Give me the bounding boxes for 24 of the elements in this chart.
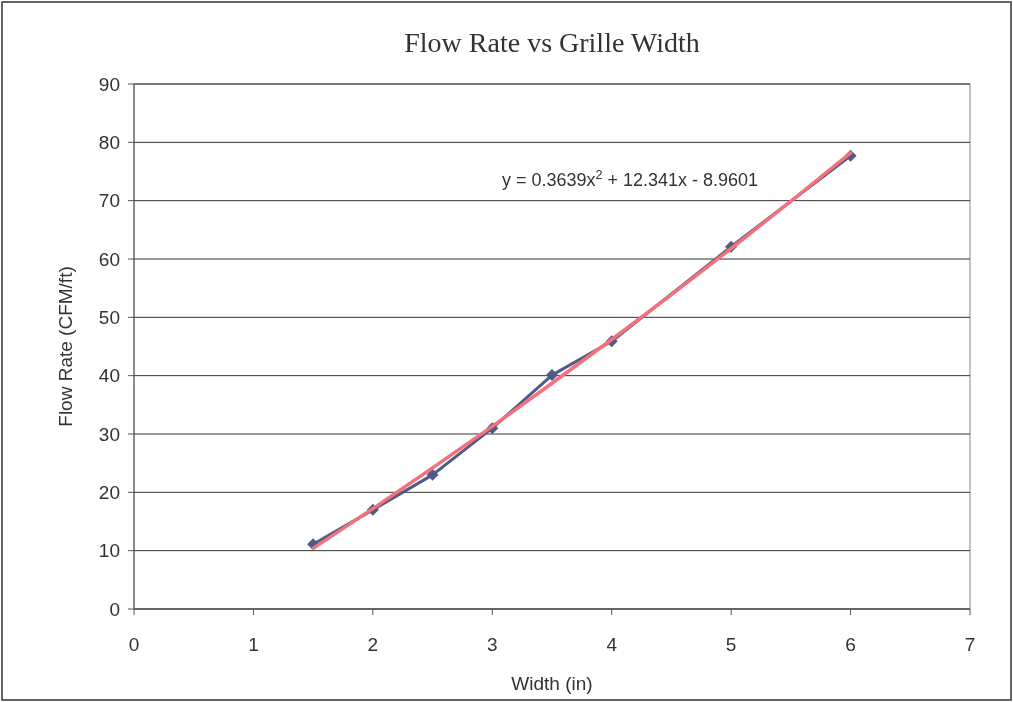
y-tick-label: 0	[109, 598, 120, 620]
y-tick-label: 80	[98, 131, 120, 153]
x-tick-label: 5	[725, 634, 737, 655]
y-tick-label: 10	[98, 540, 120, 562]
y-tick-label: 60	[98, 248, 120, 270]
y-tick-label: 70	[98, 190, 120, 212]
x-tick-label: 6	[845, 634, 856, 655]
y-tick-label: 40	[98, 365, 120, 387]
y-axis-title: Flow Rate (CFM/ft)	[55, 266, 76, 427]
x-tick-label: 3	[487, 634, 498, 655]
y-tick-label: 20	[98, 481, 120, 503]
y-tick-label: 30	[98, 423, 120, 445]
x-tick-label: 1	[248, 634, 259, 655]
point	[546, 369, 558, 382]
point	[426, 468, 439, 481]
x-tick-label: 0	[128, 634, 140, 655]
x-tick-label: 7	[964, 634, 976, 655]
annotation: y = 0.3639x$^{2}$ + 12.341x - 8.9601	[501, 168, 759, 190]
x-tick-label: 4	[606, 634, 618, 655]
x-tick-label: 2	[367, 634, 379, 655]
chart-title: Flow Rate vs Grille Width	[404, 27, 700, 58]
y-tick-label: 90	[98, 73, 120, 95]
x-axis-title: Width (in)	[511, 673, 593, 694]
y-tick-label: 50	[98, 306, 120, 328]
